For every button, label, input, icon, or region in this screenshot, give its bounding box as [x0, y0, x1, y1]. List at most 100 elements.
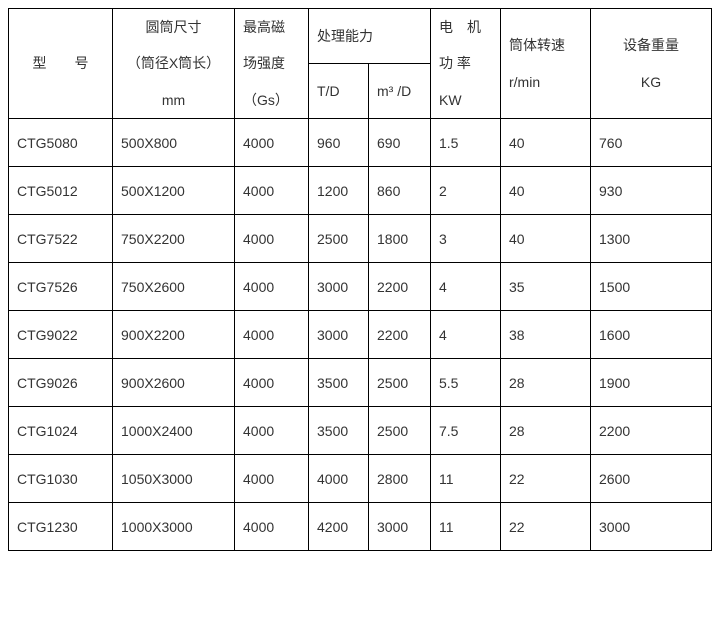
header-cap-m3d: m³ /D — [369, 64, 431, 119]
cell-td: 4000 — [309, 455, 369, 503]
cell-speed: 40 — [501, 215, 591, 263]
cell-model: CTG1030 — [9, 455, 113, 503]
header-weight: 设备重量 KG — [591, 9, 712, 119]
cell-power: 5.5 — [431, 359, 501, 407]
cell-model: CTG5080 — [9, 119, 113, 167]
cell-weight: 1300 — [591, 215, 712, 263]
cell-field: 4000 — [235, 263, 309, 311]
cell-size: 900X2600 — [113, 359, 235, 407]
cell-m3d: 3000 — [369, 503, 431, 551]
header-weight-l1: 设备重量 — [623, 37, 679, 53]
cell-weight: 2200 — [591, 407, 712, 455]
cell-td: 3000 — [309, 263, 369, 311]
header-field-l2: 场强度 — [243, 55, 285, 71]
cell-field: 4000 — [235, 119, 309, 167]
cell-power: 1.5 — [431, 119, 501, 167]
cell-model: CTG9026 — [9, 359, 113, 407]
cell-m3d: 2200 — [369, 263, 431, 311]
cell-weight: 1500 — [591, 263, 712, 311]
header-power-l2: 功 率 — [439, 55, 471, 71]
cell-field: 4000 — [235, 503, 309, 551]
header-model: 型 号 — [9, 9, 113, 119]
header-capacity: 处理能力 — [309, 9, 431, 64]
cell-td: 960 — [309, 119, 369, 167]
cell-size: 900X2200 — [113, 311, 235, 359]
header-weight-l2: KG — [641, 74, 661, 90]
cell-td: 3500 — [309, 407, 369, 455]
cell-size: 1000X3000 — [113, 503, 235, 551]
cell-field: 4000 — [235, 215, 309, 263]
table-row: CTG9022900X22004000300022004381600 — [9, 311, 712, 359]
cell-speed: 38 — [501, 311, 591, 359]
cell-size: 1050X3000 — [113, 455, 235, 503]
cell-model: CTG5012 — [9, 167, 113, 215]
table-row: CTG10241000X24004000350025007.5282200 — [9, 407, 712, 455]
cell-field: 4000 — [235, 167, 309, 215]
cell-speed: 28 — [501, 407, 591, 455]
cell-weight: 1900 — [591, 359, 712, 407]
cell-speed: 22 — [501, 503, 591, 551]
header-size-l3: mm — [162, 92, 185, 108]
header-speed: 筒体转速 r/min — [501, 9, 591, 119]
spec-table: 型 号 圆筒尺寸 （筒径X筒长） mm 最高磁 场强度 （Gs） 处理能力 电 … — [8, 8, 712, 551]
cell-speed: 40 — [501, 119, 591, 167]
cell-model: CTG1230 — [9, 503, 113, 551]
cell-power: 2 — [431, 167, 501, 215]
table-row: CTG9026900X26004000350025005.5281900 — [9, 359, 712, 407]
cell-td: 2500 — [309, 215, 369, 263]
cell-power: 4 — [431, 263, 501, 311]
cell-power: 11 — [431, 503, 501, 551]
table-row: CTG5080500X80040009606901.540760 — [9, 119, 712, 167]
cell-td: 1200 — [309, 167, 369, 215]
cell-speed: 35 — [501, 263, 591, 311]
table-row: CTG5012500X120040001200860240930 — [9, 167, 712, 215]
cell-td: 3500 — [309, 359, 369, 407]
cell-field: 4000 — [235, 455, 309, 503]
cell-field: 4000 — [235, 359, 309, 407]
cell-field: 4000 — [235, 407, 309, 455]
cell-m3d: 2800 — [369, 455, 431, 503]
cell-size: 750X2600 — [113, 263, 235, 311]
header-power-l1: 电 机 — [439, 19, 481, 35]
table-body: CTG5080500X80040009606901.540760CTG50125… — [9, 119, 712, 551]
header-speed-l2: r/min — [509, 74, 540, 90]
cell-m3d: 1800 — [369, 215, 431, 263]
cell-td: 4200 — [309, 503, 369, 551]
cell-model: CTG7526 — [9, 263, 113, 311]
table-row: CTG7522750X22004000250018003401300 — [9, 215, 712, 263]
cell-m3d: 2200 — [369, 311, 431, 359]
cell-weight: 2600 — [591, 455, 712, 503]
table-row: CTG12301000X300040004200300011223000 — [9, 503, 712, 551]
cell-size: 1000X2400 — [113, 407, 235, 455]
cell-m3d: 2500 — [369, 407, 431, 455]
header-power-l3: KW — [439, 92, 462, 108]
header-size-l1: 圆筒尺寸 — [146, 19, 202, 35]
header-size-l2: （筒径X筒长） — [127, 55, 220, 71]
header-cap-td: T/D — [309, 64, 369, 119]
cell-model: CTG1024 — [9, 407, 113, 455]
cell-field: 4000 — [235, 311, 309, 359]
header-speed-l1: 筒体转速 — [509, 37, 565, 53]
cell-power: 11 — [431, 455, 501, 503]
cell-td: 3000 — [309, 311, 369, 359]
cell-weight: 1600 — [591, 311, 712, 359]
cell-weight: 3000 — [591, 503, 712, 551]
cell-weight: 760 — [591, 119, 712, 167]
table-header: 型 号 圆筒尺寸 （筒径X筒长） mm 最高磁 场强度 （Gs） 处理能力 电 … — [9, 9, 712, 119]
cell-size: 500X800 — [113, 119, 235, 167]
header-size: 圆筒尺寸 （筒径X筒长） mm — [113, 9, 235, 119]
cell-model: CTG9022 — [9, 311, 113, 359]
table-row: CTG10301050X300040004000280011222600 — [9, 455, 712, 503]
cell-speed: 40 — [501, 167, 591, 215]
cell-size: 500X1200 — [113, 167, 235, 215]
cell-power: 3 — [431, 215, 501, 263]
header-field-l3: （Gs） — [243, 92, 289, 108]
cell-speed: 28 — [501, 359, 591, 407]
header-field: 最高磁 场强度 （Gs） — [235, 9, 309, 119]
cell-m3d: 690 — [369, 119, 431, 167]
header-power: 电 机 功 率 KW — [431, 9, 501, 119]
table-row: CTG7526750X26004000300022004351500 — [9, 263, 712, 311]
cell-model: CTG7522 — [9, 215, 113, 263]
cell-weight: 930 — [591, 167, 712, 215]
cell-speed: 22 — [501, 455, 591, 503]
